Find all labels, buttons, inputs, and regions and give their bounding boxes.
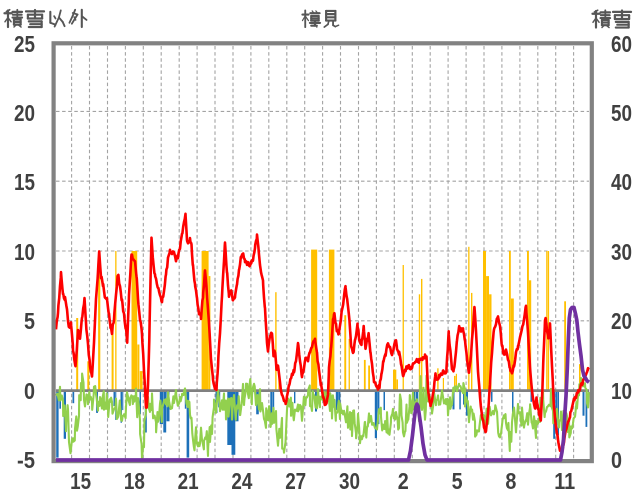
svg-text:30: 30 [339, 468, 360, 494]
svg-text:10: 10 [611, 378, 632, 404]
svg-text:15: 15 [14, 169, 35, 195]
svg-text:5: 5 [452, 468, 463, 494]
svg-text:11: 11 [554, 468, 575, 494]
svg-text:2: 2 [398, 468, 409, 494]
svg-text:20: 20 [14, 100, 35, 126]
svg-text:30: 30 [611, 239, 632, 265]
svg-text:21: 21 [178, 468, 199, 494]
svg-text:40: 40 [611, 169, 632, 195]
svg-text:50: 50 [611, 100, 632, 126]
svg-text:18: 18 [124, 468, 145, 494]
svg-text:15: 15 [70, 468, 91, 494]
svg-text:8: 8 [505, 468, 516, 494]
svg-text:25: 25 [14, 31, 35, 57]
svg-text:-5: -5 [17, 447, 35, 473]
svg-text:20: 20 [611, 308, 632, 334]
svg-text:24: 24 [231, 468, 252, 494]
svg-text:5: 5 [24, 308, 35, 334]
svg-text:60: 60 [611, 31, 632, 57]
svg-text:0: 0 [611, 447, 622, 473]
svg-text:27: 27 [285, 468, 306, 494]
svg-text:10: 10 [14, 239, 35, 265]
svg-text:0: 0 [24, 378, 35, 404]
